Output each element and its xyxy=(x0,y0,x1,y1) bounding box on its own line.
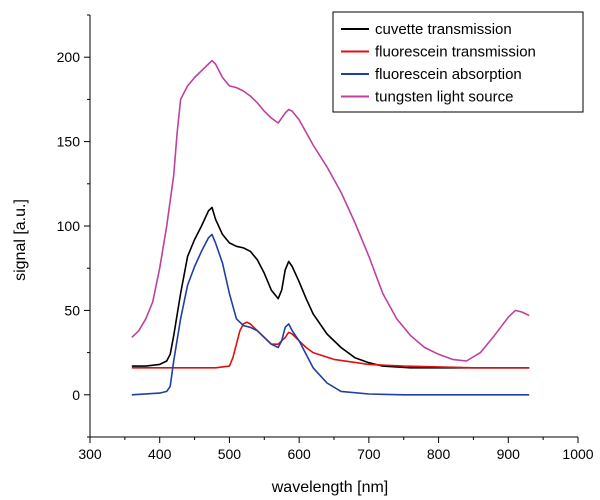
x-tick-label: 900 xyxy=(497,446,521,462)
legend-label: fluorescein absorption xyxy=(375,66,522,83)
series-line-fluorescein-absorption xyxy=(131,233,530,396)
x-tick-label: 300 xyxy=(78,446,102,462)
x-tick-label: 1000 xyxy=(562,446,593,462)
y-tick-label: 150 xyxy=(57,134,81,150)
series-line-tungsten-light-source xyxy=(131,59,530,362)
y-tick-label: 200 xyxy=(57,49,81,65)
y-axis-title: signal [a.u.] xyxy=(12,199,29,281)
legend-label: cuvette transmission xyxy=(375,21,512,38)
legend-label: fluorescein transmission xyxy=(375,44,536,61)
x-axis-title: wavelength [nm] xyxy=(271,479,389,496)
series-layer xyxy=(131,59,530,396)
x-tick-label: 600 xyxy=(287,446,311,462)
legend-label: tungsten light source xyxy=(375,89,513,106)
axes: 300 400 500 600 700 800 900 1000 0 50 100 150 200 xyxy=(57,14,594,462)
x-tick-label: 500 xyxy=(218,446,242,462)
legend-box xyxy=(332,11,584,113)
legend: cuvette transmission fluorescein transmis… xyxy=(332,11,584,113)
series-line-fluorescein-transmission xyxy=(131,321,530,369)
x-tick-label: 800 xyxy=(427,446,451,462)
x-tick-label: 700 xyxy=(357,446,381,462)
y-tick-label: 50 xyxy=(64,302,80,318)
series-line-cuvette-transmission xyxy=(131,206,530,369)
y-tick-label: 100 xyxy=(57,218,81,234)
x-tick-label: 400 xyxy=(148,446,172,462)
y-tick-label: 0 xyxy=(72,387,80,403)
